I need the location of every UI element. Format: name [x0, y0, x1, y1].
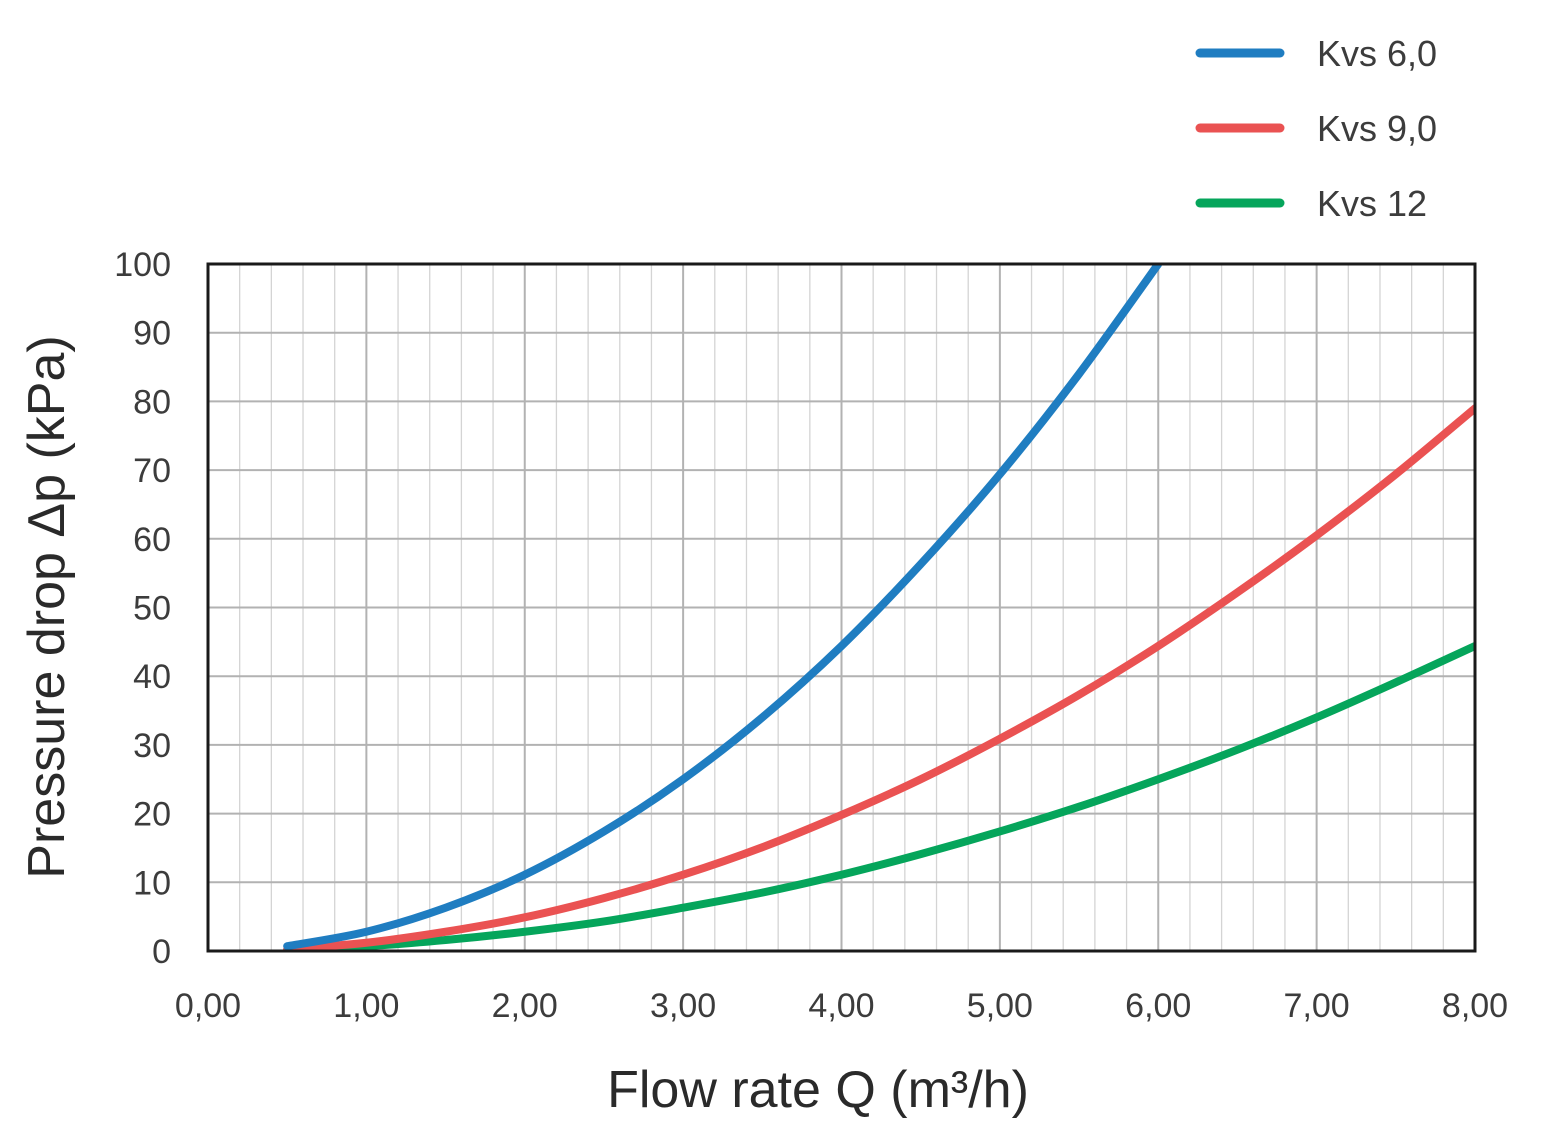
x-tick-label: 2,00 — [492, 987, 558, 1025]
y-tick-label: 100 — [114, 246, 171, 284]
y-tick-label: 80 — [133, 383, 171, 421]
x-axis-title: Flow rate Q (m³/h) — [607, 1061, 1029, 1119]
y-tick-label: 40 — [133, 658, 171, 696]
y-tick-label: 90 — [133, 315, 171, 353]
x-tick-label: 0,00 — [175, 987, 241, 1025]
legend-label: Kvs 12 — [1317, 183, 1427, 224]
x-tick-label: 7,00 — [1284, 987, 1350, 1025]
plot-frame — [206, 262, 1477, 953]
y-tick-label: 30 — [133, 727, 171, 765]
x-tick-label: 4,00 — [808, 987, 874, 1025]
x-tick-label: 3,00 — [650, 987, 716, 1025]
x-tick-label: 1,00 — [333, 987, 399, 1025]
series-line-kvs-12 — [283, 641, 1475, 951]
legend-label: Kvs 9,0 — [1317, 108, 1437, 149]
series-line-kvs-9-0 — [283, 404, 1475, 951]
x-tick-label: 5,00 — [967, 987, 1033, 1025]
y-axis-ticks: 0 10 20 30 40 50 60 70 80 90 100 — [114, 246, 171, 971]
x-axis-ticks: 0,00 1,00 2,00 3,00 4,00 5,00 6,00 7,00 8,00 — [175, 987, 1508, 1025]
legend: Kvs 6,0 Kvs 9,0 Kvs 12 — [1195, 33, 1437, 224]
series-line-kvs-6-0 — [283, 264, 1163, 951]
y-tick-label: 10 — [133, 864, 171, 902]
y-tick-label: 60 — [133, 521, 171, 559]
grid — [208, 264, 1475, 951]
y-tick-label: 70 — [133, 452, 171, 490]
y-tick-label: 20 — [133, 796, 171, 834]
series-lines — [283, 264, 1475, 951]
y-axis-title: Pressure drop Δp (kPa) — [18, 335, 76, 878]
x-tick-label: 8,00 — [1442, 987, 1508, 1025]
y-tick-label: 0 — [152, 933, 171, 971]
y-tick-label: 50 — [133, 590, 171, 628]
legend-label: Kvs 6,0 — [1317, 33, 1437, 74]
x-tick-label: 6,00 — [1125, 987, 1191, 1025]
